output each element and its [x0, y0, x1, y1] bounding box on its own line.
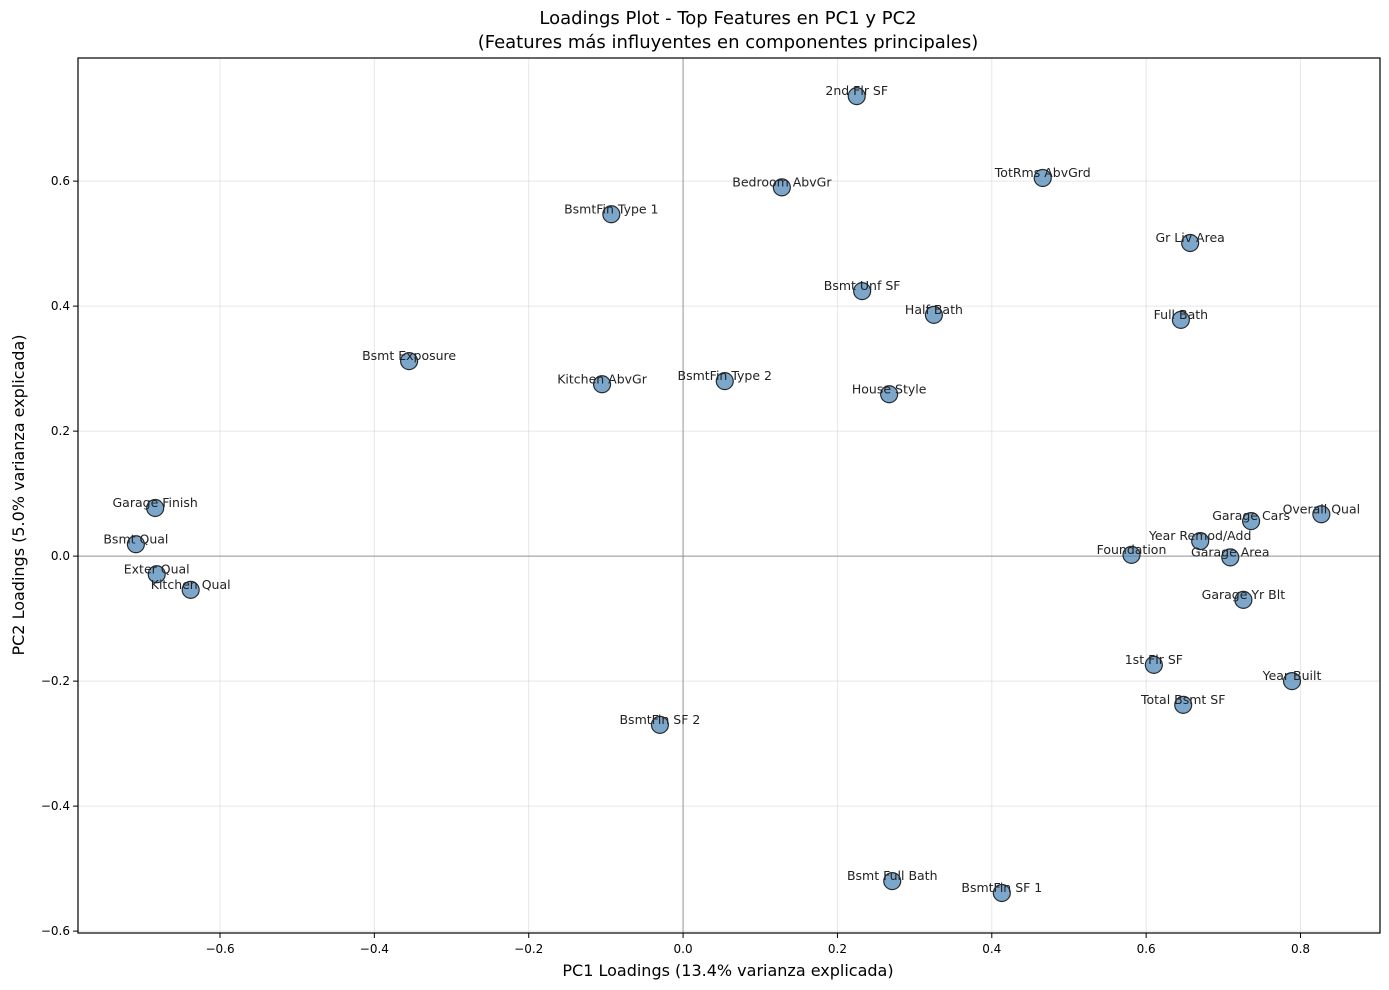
- data-point-marker: [1282, 672, 1302, 691]
- data-point-marker: [602, 205, 621, 224]
- data-point-marker: [592, 375, 612, 394]
- data-point-marker: [883, 872, 902, 891]
- x-tick-label: −0.2: [514, 942, 543, 956]
- data-point-marker: [847, 87, 866, 106]
- data-point-label: Garage Yr Blt: [1202, 587, 1286, 602]
- data-point-marker: [1174, 695, 1193, 714]
- y-axis-label: PC2 Loadings (5.0% varianza explicada): [9, 334, 28, 655]
- data-point-marker: [924, 305, 944, 324]
- data-point-label: BsmtFin Type 2: [678, 368, 772, 383]
- x-tick-label: 0.4: [982, 942, 1001, 956]
- data-point-marker: [147, 565, 166, 584]
- y-tick-label: −0.4: [41, 799, 70, 813]
- data-point-label: Kitchen Qual: [151, 577, 231, 592]
- data-point-label: 2nd Flr SF: [825, 83, 888, 98]
- data-point-marker: [880, 385, 899, 404]
- data-point-label: Bedroom AbvGr: [732, 174, 832, 189]
- data-point-label: Bsmt Qual: [103, 531, 168, 546]
- data-point-marker: [853, 282, 872, 301]
- data-point-label: Full Bath: [1154, 307, 1208, 322]
- data-point-marker: [715, 372, 734, 391]
- data-point-label: BsmtFin Type 1: [564, 201, 658, 216]
- x-axis-ticks: −0.6 −0.4 −0.2 0.0 0.2 0.4 0.6 0.8: [205, 933, 1310, 956]
- chart-subtitle: (Features más influyentes en componentes…: [478, 32, 979, 53]
- data-point-marker: [1122, 545, 1141, 564]
- data-point-label: Bsmt Full Bath: [847, 868, 938, 883]
- data-point-marker: [992, 883, 1011, 903]
- y-tick-label: 0.0: [51, 549, 70, 563]
- y-tick-label: −0.6: [41, 924, 70, 938]
- data-points: [126, 87, 1331, 903]
- data-point-marker: [1191, 532, 1210, 551]
- data-point-label: Bsmt Exposure: [362, 348, 456, 363]
- data-point-marker: [1221, 548, 1240, 567]
- data-point-label: Garage Finish: [113, 495, 198, 510]
- plot-frame: [77, 57, 1381, 934]
- data-point-marker: [146, 498, 165, 518]
- data-point-label: Overall Qual: [1283, 501, 1361, 516]
- x-axis-label: PC1 Loadings (13.4% varianza explicada): [562, 961, 893, 980]
- data-point-label: Foundation: [1097, 542, 1167, 557]
- data-point-marker: [772, 178, 791, 197]
- data-point-label: Kitchen AbvGr: [557, 371, 648, 386]
- data-point-label: Year Built: [1262, 668, 1322, 683]
- data-point-label: 1st Flr SF: [1125, 652, 1183, 667]
- data-point-label: Gr Liv Area: [1155, 230, 1224, 245]
- x-tick-label: 0.6: [1137, 942, 1156, 956]
- point-labels: 2nd Flr SF Bedroom AbvGr BsmtFin Type 1 Tot…: [103, 83, 1360, 895]
- data-point-marker: [181, 580, 200, 599]
- chart-title: Loadings Plot - Top Features en PC1 y PC…: [539, 8, 916, 29]
- x-tick-label: −0.4: [360, 942, 389, 956]
- data-point-marker: [1033, 168, 1052, 188]
- data-point-marker: [1242, 512, 1261, 531]
- y-tick-label: 0.2: [51, 424, 70, 438]
- grid-lines: [78, 58, 1380, 933]
- data-point-marker: [1144, 655, 1163, 674]
- data-point-label: Total Bsmt SF: [1140, 692, 1225, 707]
- x-tick-label: 0.0: [674, 942, 693, 956]
- data-point-label: Garage Area: [1191, 544, 1270, 559]
- x-tick-label: −0.6: [205, 942, 234, 956]
- data-point-marker: [1171, 310, 1190, 329]
- data-point-label: Garage Cars: [1212, 508, 1290, 523]
- data-point-marker: [1181, 233, 1200, 253]
- data-point-label: Bsmt Unf SF: [824, 278, 901, 293]
- data-point-marker: [650, 715, 670, 734]
- data-point-marker: [1234, 590, 1253, 609]
- data-point-label: BsmtFin SF 1: [961, 880, 1042, 895]
- data-point-marker: [1312, 505, 1331, 524]
- x-tick-label: 0.2: [828, 942, 847, 956]
- data-point-marker: [399, 352, 419, 371]
- y-tick-label: 0.6: [51, 174, 70, 188]
- data-point-label: Exter Qual: [124, 561, 190, 576]
- y-tick-label: 0.4: [51, 299, 70, 313]
- data-point-label: Half Bath: [905, 302, 963, 317]
- x-tick-label: 0.8: [1291, 942, 1310, 956]
- data-point-label: TotRms AbvGrd: [994, 165, 1091, 180]
- zero-reference-lines: [78, 58, 1380, 933]
- y-axis-ticks: −0.6 −0.4 −0.2 0.0 0.2 0.4 0.6: [41, 174, 78, 938]
- y-tick-label: −0.2: [41, 674, 70, 688]
- data-point-label: Year Remod/Add: [1148, 528, 1251, 543]
- data-point-label: House Style: [852, 381, 927, 396]
- data-point-marker: [126, 535, 145, 554]
- data-point-label: BsmtFin SF 2: [619, 712, 700, 727]
